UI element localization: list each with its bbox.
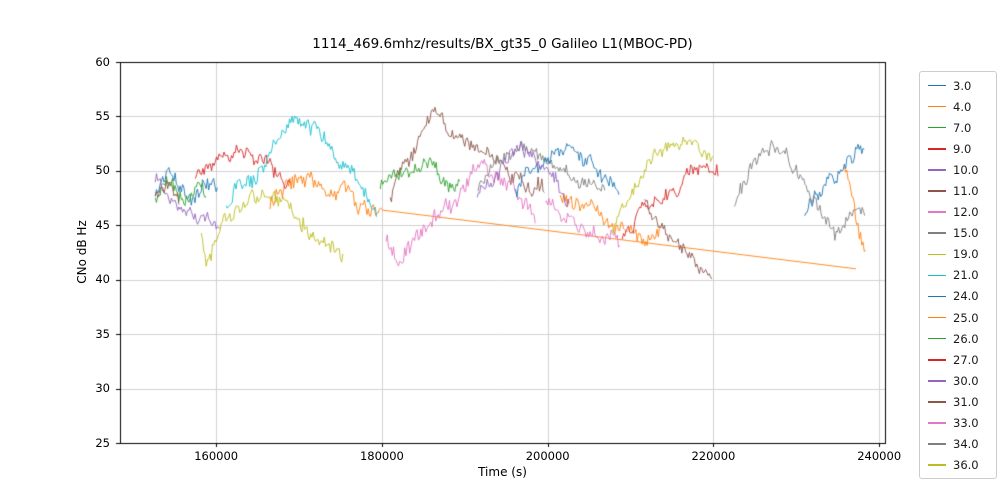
legend-label: 36.0: [953, 458, 979, 473]
legend-item: 30.0: [920, 370, 996, 391]
legend-line-swatch: [928, 169, 946, 171]
legend-line-swatch: [928, 380, 946, 382]
legend-label: 27.0: [953, 352, 979, 367]
legend-line-swatch: [928, 148, 946, 150]
legend-line-swatch: [928, 84, 946, 87]
legend-item: 25.0: [920, 307, 996, 328]
legend-label: 9.0: [953, 141, 972, 156]
legend-item: 24.0: [920, 286, 996, 307]
legend-label: 30.0: [953, 373, 979, 388]
legend-line-swatch: [928, 337, 946, 340]
legend-line-swatch: [928, 211, 946, 213]
legend-item: 7.0: [920, 117, 996, 138]
legend-line-swatch: [928, 105, 946, 108]
legend-item: 12.0: [920, 202, 996, 223]
x-tick-label: 160000: [194, 449, 239, 463]
legend-line-swatch: [928, 232, 946, 234]
legend-label: 7.0: [953, 120, 972, 135]
legend-label: 19.0: [953, 247, 979, 262]
y-tick-label: 45: [95, 217, 110, 232]
legend-label: 21.0: [953, 268, 979, 283]
legend-line-swatch: [928, 359, 946, 361]
legend-label: 24.0: [953, 289, 979, 304]
legend-item: 34.0: [920, 434, 996, 455]
y-tick-label: 60: [95, 54, 110, 69]
legend-item: 3.0: [920, 75, 996, 96]
legend-line-swatch: [928, 401, 946, 403]
y-tick-label: 50: [95, 163, 110, 178]
legend-label: 3.0: [953, 78, 972, 93]
legend-line-swatch: [928, 316, 946, 319]
chart-title: 1114_469.6mhz/results/BX_gt35_0 Galileo …: [312, 36, 693, 52]
legend: 3.0 4.0 7.0 9.0 10.0 11.0 12.0 15.0 19.0 21.0 24.0…: [919, 71, 997, 479]
legend-item: 15.0: [920, 223, 996, 244]
legend-label: 4.0: [953, 99, 972, 114]
legend-label: 11.0: [953, 184, 979, 199]
y-tick-label: 30: [95, 381, 110, 396]
y-tick-label: 55: [95, 108, 110, 123]
x-tick-label: 220000: [691, 449, 736, 463]
legend-item: 9.0: [920, 138, 996, 159]
legend-label: 26.0: [953, 331, 979, 346]
legend-item: 31.0: [920, 391, 996, 412]
legend-label: 15.0: [953, 226, 979, 241]
x-tick-label: 240000: [857, 449, 902, 463]
legend-line-swatch: [928, 274, 946, 277]
legend-label: 10.0: [953, 162, 979, 177]
legend-line-swatch: [928, 295, 946, 298]
legend-item: 11.0: [920, 180, 996, 201]
legend-label: 12.0: [953, 205, 979, 220]
legend-line-swatch: [928, 253, 946, 256]
legend-item: 36.0: [920, 455, 996, 476]
legend-item: 21.0: [920, 265, 996, 286]
y-tick-label: 40: [95, 272, 110, 287]
y-tick-label: 25: [95, 435, 110, 450]
legend-item: 19.0: [920, 244, 996, 265]
legend-line-swatch: [928, 126, 946, 129]
legend-label: 33.0: [953, 416, 979, 431]
y-tick-label: 35: [95, 326, 110, 341]
legend-item: 4.0: [920, 96, 996, 117]
legend-line-swatch: [928, 190, 946, 192]
legend-label: 34.0: [953, 437, 979, 452]
legend-label: 31.0: [953, 394, 979, 409]
legend-label: 25.0: [953, 310, 979, 325]
legend-line-swatch: [928, 422, 946, 424]
x-axis-label: Time (s): [478, 465, 527, 479]
legend-item: 10.0: [920, 159, 996, 180]
legend-item: 33.0: [920, 413, 996, 434]
x-tick-label: 180000: [359, 449, 404, 463]
legend-line-swatch: [928, 443, 946, 445]
x-tick-label: 200000: [525, 449, 570, 463]
legend-item: 27.0: [920, 349, 996, 370]
legend-line-swatch: [928, 464, 946, 466]
legend-item: 26.0: [920, 328, 996, 349]
